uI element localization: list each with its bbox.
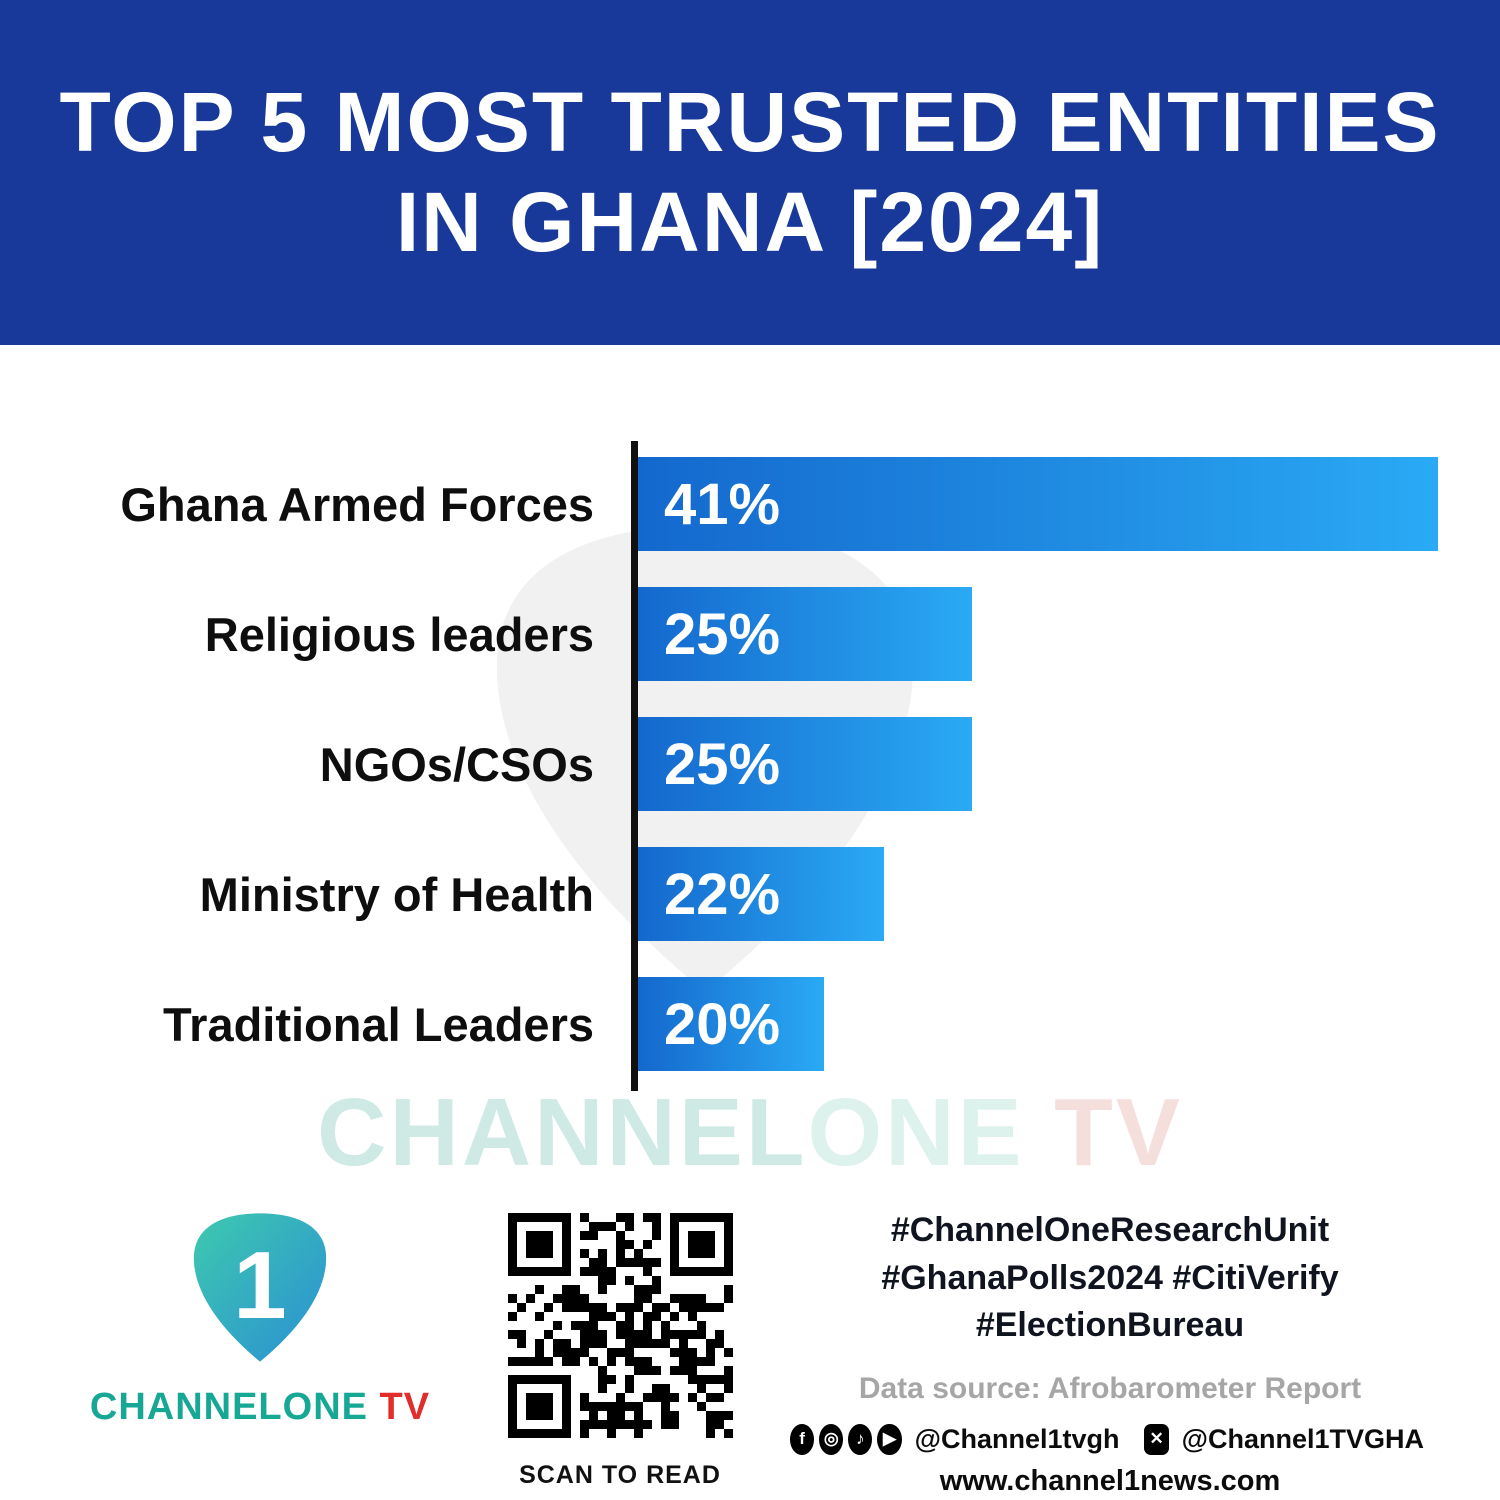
hashtag-line: #ElectionBureau: [975, 1306, 1245, 1345]
hashtags: #ChannelOneResearchUnit #GhanaPolls2024 …: [790, 1207, 1430, 1350]
chart-rows: Ghana Armed Forces 41% Religious leaders 25…: [0, 457, 1500, 1071]
youtube-icon: ▶: [877, 1423, 902, 1455]
chart-axis: [631, 441, 638, 1091]
bar-value-label: 41%: [664, 471, 781, 537]
category-label: Ministry of Health: [199, 867, 594, 921]
bar-value-label: 22%: [664, 861, 781, 927]
website-url: www.channel1news.com: [939, 1464, 1281, 1497]
instagram-icon: ◎: [819, 1423, 844, 1455]
chart-row: Ghana Armed Forces 41%: [0, 457, 1500, 551]
category-label: Traditional Leaders: [163, 997, 594, 1051]
social-handle: @Channel1tvgh: [914, 1423, 1120, 1454]
qr-caption: SCAN TO READ: [519, 1461, 721, 1489]
brand-wordmark: CHANNELONE TV: [70, 1386, 450, 1429]
social-row: f ◎ ♪ ▶ @Channel1tvgh ✕ @Channel1TVGHA: [790, 1423, 1430, 1455]
chart-row: Religious leaders 25%: [0, 587, 1500, 681]
bar: 41%: [638, 457, 1438, 551]
brand-watermark: CHANNELONE TV: [0, 1085, 1500, 1181]
title-line-2: IN GHANA [2024]: [395, 174, 1105, 269]
channel-one-logo-icon: 1: [193, 1213, 327, 1362]
wordmark-tv: TV: [368, 1386, 431, 1428]
x-icon: ✕: [1144, 1423, 1169, 1455]
chart-row: Traditional Leaders 20%: [0, 977, 1500, 1071]
footer-info-block: #ChannelOneResearchUnit #GhanaPolls2024 …: [790, 1207, 1430, 1498]
x-handle: @Channel1TVGHA: [1181, 1423, 1424, 1454]
category-label: Ghana Armed Forces: [120, 477, 594, 531]
header-banner: TOP 5 MOST TRUSTED ENTITIES IN GHANA [20…: [0, 0, 1500, 345]
category-label: Religious leaders: [204, 607, 594, 661]
bar-value-label: 20%: [664, 991, 781, 1057]
watermark-channel: CHANNEL: [317, 1079, 808, 1186]
page-title: TOP 5 MOST TRUSTED ENTITIES IN GHANA [20…: [59, 73, 1440, 271]
chart-row: Ministry of Health 22%: [0, 847, 1500, 941]
chart-row: NGOs/CSOs 25%: [0, 717, 1500, 811]
bar: 22%: [638, 847, 884, 941]
logo-numeral: 1: [233, 1232, 286, 1339]
hashtag-line: #ChannelOneResearchUnit: [890, 1211, 1330, 1249]
brand-logo-block: 1 CHANNELONE TV: [70, 1207, 450, 1429]
tiktok-icon: ♪: [848, 1423, 873, 1455]
data-source-note: Data source: Afrobarometer Report: [858, 1371, 1362, 1405]
bar-value-label: 25%: [664, 601, 781, 667]
category-label: NGOs/CSOs: [319, 737, 594, 791]
facebook-icon: f: [790, 1423, 815, 1455]
bar-chart: Ghana Armed Forces 41% Religious leaders 25…: [0, 441, 1500, 1091]
qr-code: [501, 1207, 739, 1449]
bar: 20%: [638, 977, 824, 1071]
watermark-one: ONE: [807, 1079, 1025, 1186]
title-line-1: TOP 5 MOST TRUSTED ENTITIES: [59, 75, 1441, 170]
hashtag-line: #GhanaPolls2024 #CitiVerify: [881, 1258, 1339, 1297]
footer: 1 CHANNELONE TV SCAN TO READ #ChannelOne…: [0, 1181, 1500, 1498]
wordmark-channelone: CHANNELONE: [89, 1386, 368, 1428]
bar: 25%: [638, 717, 972, 811]
watermark-tv: TV: [1024, 1079, 1183, 1186]
bar-value-label: 25%: [664, 731, 781, 797]
bar: 25%: [638, 587, 972, 681]
qr-block: SCAN TO READ: [490, 1207, 750, 1490]
